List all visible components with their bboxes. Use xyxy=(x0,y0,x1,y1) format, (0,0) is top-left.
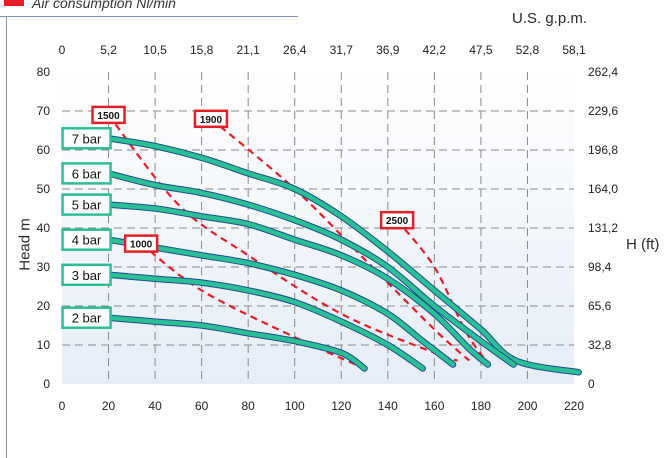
pressure-label-text: 6 bar xyxy=(72,166,102,181)
x-bottom-tick-label: 200 xyxy=(517,399,537,413)
x-bottom-tick-label: 220 xyxy=(564,399,584,413)
x-top-tick-label: 15,8 xyxy=(190,43,214,57)
air-line-1000 xyxy=(140,242,365,370)
air-label-text: 2500 xyxy=(386,216,409,227)
y-left-tick-label: 60 xyxy=(37,143,51,157)
x-top-tick-label: 58,1 xyxy=(562,43,586,57)
y-left-tick-label: 0 xyxy=(43,377,50,391)
right-axis-unit: H (ft) xyxy=(626,236,660,253)
pressure-label-text: 5 bar xyxy=(72,198,102,213)
top-axis-unit: U.S. g.p.m. xyxy=(512,10,588,27)
curve-2-bar xyxy=(106,315,367,371)
pressure-label-box xyxy=(61,127,112,150)
air-label: 1000 xyxy=(123,234,159,253)
y-left-tick-label: 10 xyxy=(37,338,51,352)
legend-label: Air consumption Nl/min xyxy=(32,0,176,11)
curve-3-bar xyxy=(106,272,425,371)
tick-labels: 00205,24010,56015,88021,110026,412031,71… xyxy=(37,43,619,413)
air-line-1900 xyxy=(210,117,471,362)
pressure-label-box xyxy=(61,263,112,287)
y-left-tick-label: 30 xyxy=(37,260,51,274)
y-right-tick-label: 131,2 xyxy=(588,221,618,235)
x-top-tick-label: 21,1 xyxy=(237,43,261,57)
pressure-label: 6 bar xyxy=(61,162,112,185)
pressure-label-text: 2 bar xyxy=(72,311,102,326)
y-right-tick-label: 196,8 xyxy=(588,143,618,157)
legend-swatch xyxy=(4,0,24,6)
air-label-box xyxy=(91,105,126,125)
x-bottom-tick-label: 40 xyxy=(148,399,162,413)
y-left-tick-label: 40 xyxy=(37,221,51,235)
y-right-tick-label: 262,4 xyxy=(588,65,618,79)
x-bottom-tick-label: 160 xyxy=(424,399,444,413)
performance-curves xyxy=(105,135,582,376)
x-top-tick-label: 52,8 xyxy=(516,43,540,57)
x-bottom-tick-label: 140 xyxy=(378,399,398,413)
x-bottom-tick-label: 180 xyxy=(471,399,491,413)
air-label-box xyxy=(123,234,159,253)
pressure-label: 3 bar xyxy=(61,263,112,287)
air-label: 2500 xyxy=(379,210,415,230)
pressure-label-text: 4 bar xyxy=(72,233,102,248)
x-bottom-tick-label: 0 xyxy=(59,399,66,413)
x-top-tick-label: 31,7 xyxy=(330,43,354,57)
x-top-tick-label: 36,9 xyxy=(376,43,400,57)
pressure-label-box xyxy=(61,228,112,251)
top-divider xyxy=(0,16,298,17)
x-bottom-tick-label: 20 xyxy=(102,399,116,413)
y-left-tick-label: 20 xyxy=(37,299,51,313)
pressure-label: 7 bar xyxy=(61,127,112,150)
x-bottom-tick-label: 100 xyxy=(285,399,305,413)
curve-4-bar xyxy=(106,237,456,367)
air-label-text: 1900 xyxy=(200,115,223,126)
curve-5-bar xyxy=(106,202,491,367)
y-right-tick-label: 229,6 xyxy=(588,104,618,118)
air-line-2500 xyxy=(396,219,487,362)
air-label: 1900 xyxy=(193,109,229,129)
curve-7-bar xyxy=(106,136,581,375)
y-right-tick-label: 65,6 xyxy=(588,299,612,313)
pressure-label-text: 3 bar xyxy=(72,268,102,283)
curve-labels: 7 bar 6 bar 5 bar 4 bar 3 bar 2 bar 1000 1500 19… xyxy=(61,105,415,329)
pressure-label: 5 bar xyxy=(61,193,112,216)
y-left-tick-label: 80 xyxy=(37,65,51,79)
y-right-tick-label: 32,8 xyxy=(588,338,612,352)
curve-6-bar xyxy=(106,171,516,367)
left-divider xyxy=(6,16,7,458)
x-top-tick-label: 47,5 xyxy=(469,43,493,57)
x-top-tick-label: 26,4 xyxy=(283,43,307,57)
pressure-label: 4 bar xyxy=(61,228,112,251)
x-bottom-tick-label: 120 xyxy=(331,399,351,413)
air-label-text: 1000 xyxy=(130,240,153,251)
x-bottom-tick-label: 60 xyxy=(195,399,209,413)
air-label-text: 1500 xyxy=(97,111,120,122)
pressure-label-box xyxy=(61,193,112,216)
y-right-tick-label: 98,4 xyxy=(588,260,612,274)
pressure-label-box xyxy=(61,306,112,329)
pressure-label: 2 bar xyxy=(61,306,112,329)
x-top-tick-label: 10,5 xyxy=(143,43,167,57)
air-label: 1500 xyxy=(91,105,126,125)
y-right-tick-label: 0 xyxy=(588,377,595,391)
x-top-tick-label: 42,2 xyxy=(423,43,447,57)
x-bottom-tick-label: 80 xyxy=(242,399,256,413)
pressure-label-box xyxy=(61,162,112,185)
y-left-tick-label: 50 xyxy=(37,182,51,196)
y-right-tick-label: 164,0 xyxy=(588,182,618,196)
x-top-tick-label: 5,2 xyxy=(100,43,117,57)
air-label-box xyxy=(193,109,229,129)
air-label-box xyxy=(379,210,415,230)
pressure-label-text: 7 bar xyxy=(72,131,102,146)
y-left-tick-label: 70 xyxy=(37,104,51,118)
x-top-tick-label: 0 xyxy=(59,43,66,57)
